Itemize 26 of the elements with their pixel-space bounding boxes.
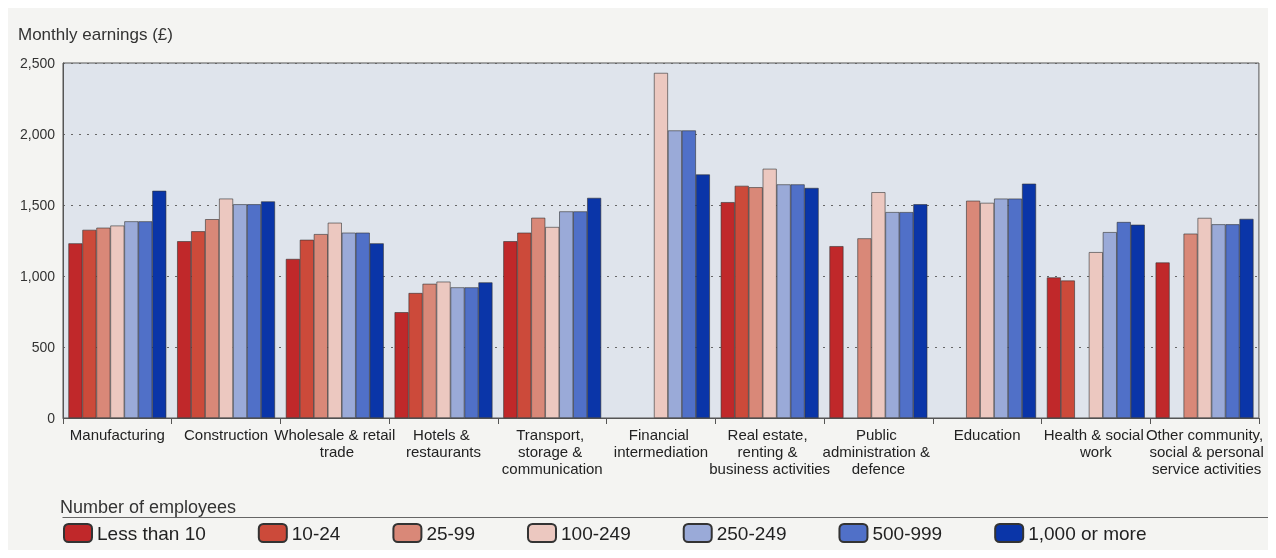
y-tick-label: 1,000: [19, 268, 56, 284]
legend-label: 25-99: [426, 522, 476, 544]
x-tick-label: Other community, social & personal service activities: [1145, 426, 1264, 477]
legend-label: 100-249: [560, 522, 631, 544]
y-axis-title: Monthly earnings (£): [18, 25, 173, 44]
bar: [829, 246, 844, 418]
y-tick-label: 2,000: [19, 126, 56, 142]
x-tick-label: Education: [953, 426, 1021, 443]
legend-label: 1,000 or more: [1028, 522, 1147, 544]
y-tick-label: 0: [47, 410, 56, 426]
legend-label: 500-999: [872, 522, 943, 544]
bar: [1155, 262, 1170, 418]
y-tick-label: 2,500: [19, 55, 56, 71]
legend-label: Less than 10: [97, 522, 206, 544]
x-tick-label: Health & social work: [1043, 426, 1144, 460]
x-tick-label: Wholesale & retail trade: [274, 426, 396, 460]
legend-label: 250-249: [716, 522, 787, 544]
legend-label: 10-24: [291, 522, 341, 544]
x-tick-label: Construction: [183, 426, 269, 443]
x-tick-label: Hotels & restaurants: [405, 426, 482, 460]
x-tick-label: Financial intermediation: [613, 426, 709, 460]
x-tick-label: Transport, storage & communication: [501, 426, 603, 477]
y-tick-label: 1,500: [19, 197, 56, 213]
legend-title: Number of employees: [60, 497, 237, 517]
y-tick-label: 500: [31, 339, 56, 355]
x-tick-label: Manufacturing: [69, 426, 165, 443]
